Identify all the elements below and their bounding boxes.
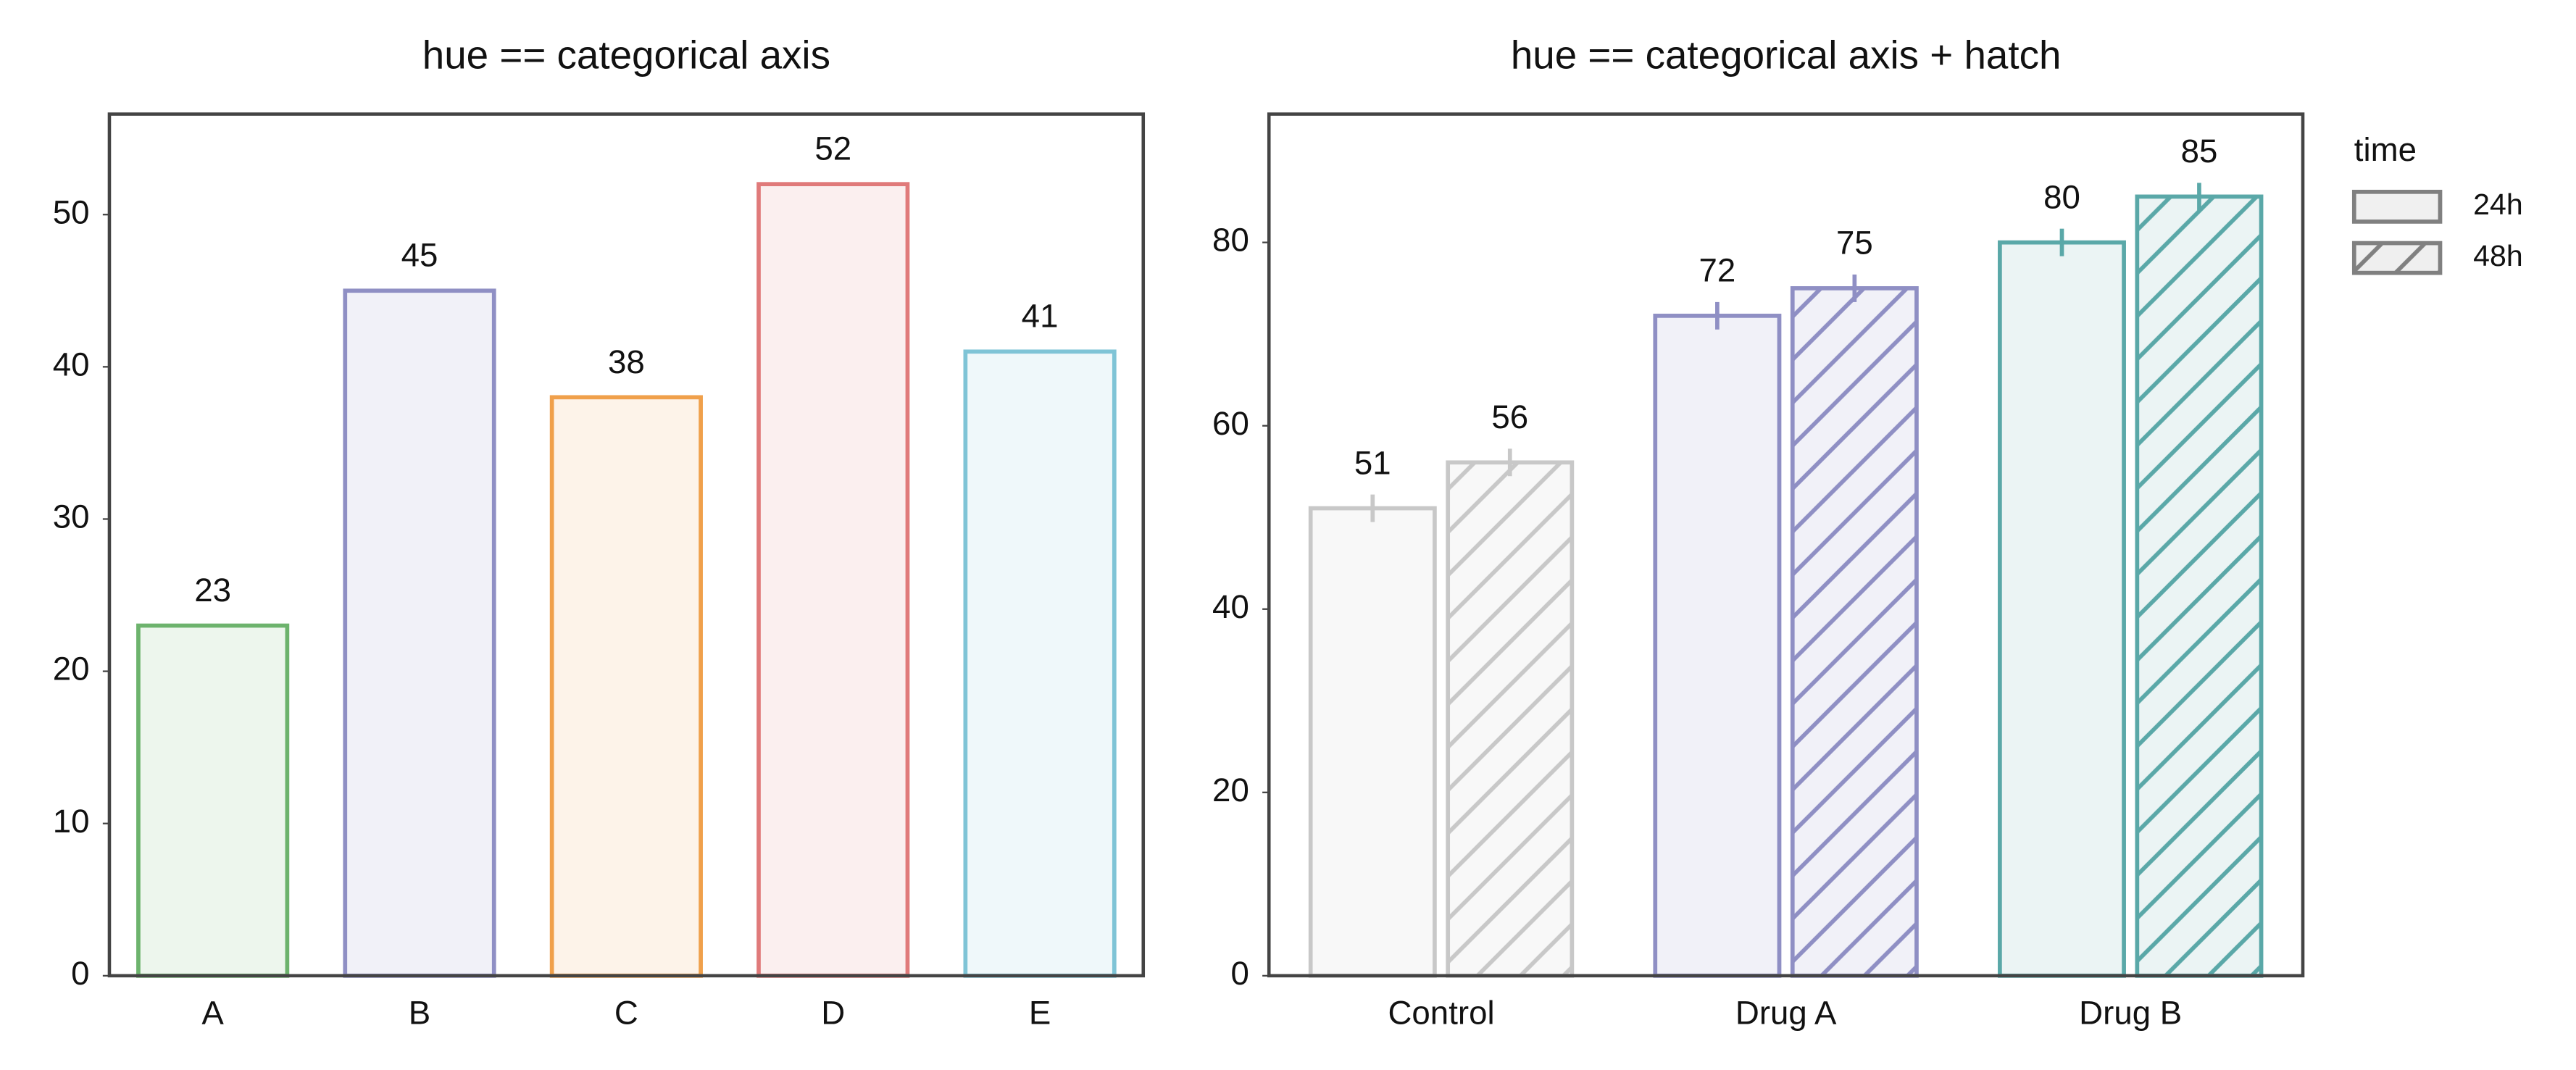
legend-swatch [2351,241,2443,275]
bar [1790,286,1919,978]
legend: time 24h 48h [2351,131,2523,275]
value-label: 45 [401,237,438,274]
bar [136,623,290,978]
y-tick-label: 0 [1230,955,1249,992]
axes-frame [1267,112,2305,978]
bar [1998,240,2126,978]
value-label: 80 [2043,178,2080,215]
value-label: 52 [814,130,851,167]
legend-label: 48h [2473,239,2523,272]
legend-label: 24h [2473,188,2523,221]
value-label: 38 [608,343,645,380]
y-tick-label: 20 [1212,772,1249,808]
x-tick-label: B [409,995,430,1032]
x-tick-label: Control [1388,995,1494,1032]
x-tick-label: A [201,995,224,1032]
y-tick-label: 0 [71,955,89,992]
legend-swatch [2351,189,2443,224]
x-tick-label: Drug B [2079,995,2182,1032]
bar [1446,460,1575,978]
bar [1308,506,1437,978]
y-tick-label: 50 [53,193,90,230]
bar [963,349,1117,978]
value-label: 72 [1699,252,1736,289]
bar [2135,194,2264,978]
subplot: hue == categorical axis + hatch 0 20 40 60 80… [1212,32,2523,1031]
chart-title: hue == categorical axis + hatch [1511,32,2062,77]
value-label: 56 [1491,398,1528,435]
chart-title: hue == categorical axis [422,32,830,77]
x-tick-label: D [821,995,845,1032]
axes-frame [107,112,1146,978]
bar [1653,314,1782,978]
value-label: 75 [1836,225,1873,262]
x-tick-label: Drug A [1735,995,1837,1032]
y-tick-label: 40 [53,346,90,383]
y-tick-label: 40 [1212,588,1249,625]
x-tick-label: C [614,995,638,1032]
legend-title: time [2354,131,2417,168]
y-tick-label: 60 [1212,405,1249,442]
y-tick-label: 30 [53,498,90,535]
x-tick-label: E [1029,995,1051,1032]
y-tick-label: 20 [53,651,90,687]
subplot: hue == categorical axis 0 10 20 30 40 50 A B C D E 2… [53,32,1146,1032]
value-label: 23 [194,572,231,609]
bar [756,182,910,978]
value-label: 85 [2181,133,2218,170]
y-tick-label: 10 [53,803,90,840]
y-tick-label: 80 [1212,222,1249,259]
bar [549,395,703,978]
bar [343,288,496,978]
value-label: 51 [1354,444,1391,481]
value-label: 41 [1022,298,1059,335]
